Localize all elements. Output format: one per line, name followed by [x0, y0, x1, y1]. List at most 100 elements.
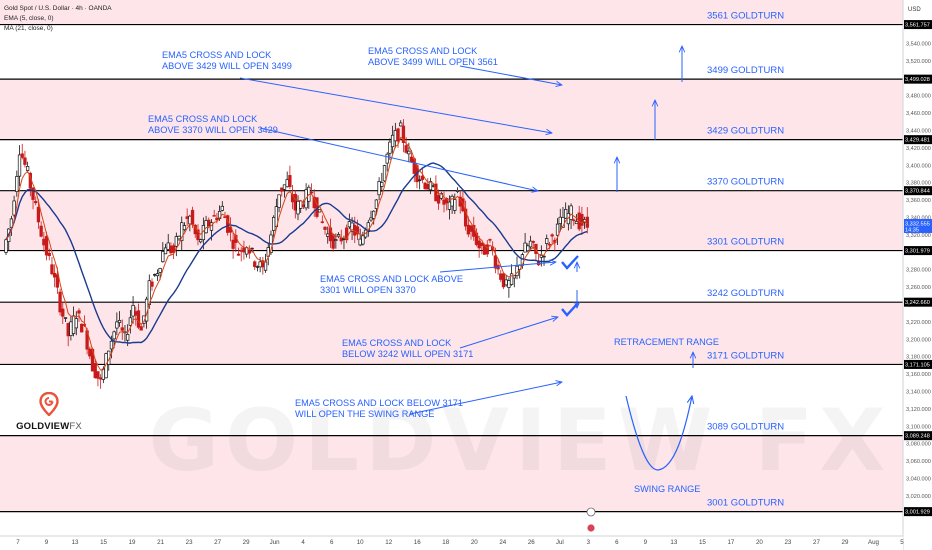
candle-body	[247, 250, 251, 254]
candle-body	[555, 223, 560, 236]
candle-body	[263, 261, 268, 271]
candle-body	[226, 215, 230, 233]
candle-body	[423, 182, 427, 189]
candle-body	[320, 221, 324, 223]
candle-body	[166, 242, 170, 250]
candle-body	[569, 205, 573, 220]
current-price-value: 3,332.555	[905, 221, 930, 227]
level-price-tag: 3,001.929	[905, 510, 930, 516]
candle-body	[323, 226, 327, 230]
level-price-tag-bg	[904, 246, 932, 256]
time-tick-label: 27	[214, 539, 221, 546]
time-tick-label: 9	[644, 539, 648, 546]
candle-body	[572, 219, 576, 222]
candle-body	[463, 208, 468, 227]
logo-text-suffix: FX	[69, 421, 82, 432]
price-tick-label: 3,460.000	[906, 111, 931, 117]
candle-body	[220, 205, 224, 211]
candle-body	[480, 242, 484, 246]
price-tick-label: 3,440.000	[906, 129, 931, 135]
annotation-text: WILL OPEN THE SWING RANGE	[295, 409, 434, 419]
level-price-tag: 3,089.248	[905, 434, 930, 440]
candle-body	[499, 273, 503, 280]
candle-body	[420, 175, 425, 180]
symbol-line[interactable]: Gold Spot / U.S. Dollar · 4h · OANDA	[4, 5, 112, 12]
level-name-0: 3561 GOLDTURN	[707, 11, 784, 22]
ma21-line	[5, 162, 588, 344]
annotation-arrow	[439, 262, 556, 273]
candle-body	[361, 235, 365, 245]
candle-body	[120, 327, 124, 331]
candle-body	[390, 134, 395, 148]
candle-body	[236, 253, 241, 256]
candle-body	[255, 266, 260, 268]
level-price-tag: 3,429.481	[905, 138, 930, 144]
level-price-tag-bg	[904, 297, 932, 307]
price-tick-label: 3,420.000	[906, 146, 931, 152]
candle-body	[199, 239, 203, 243]
level-price-tag-bg	[904, 359, 932, 369]
candle-body	[39, 225, 43, 237]
annotation-arrow	[459, 65, 562, 85]
candle-body	[58, 291, 62, 313]
annotation-text: EMA5 CROSS AND LOCK	[162, 50, 272, 60]
location-pin-icon	[39, 391, 59, 417]
level-price-tag: 3,499.028	[905, 77, 930, 83]
candle-body	[272, 217, 276, 231]
time-tick-label: 13	[72, 539, 79, 546]
candle-body	[466, 224, 470, 235]
candle-body	[345, 227, 349, 241]
time-axis: 7 9 13 15 19 21 23 27 29 Jun 4 6 10 12 16 18 20 24 26 Jul 3 6…	[0, 535, 904, 550]
level-name-1: 3499 GOLDTURN	[707, 65, 784, 76]
price-tick-label: 3,100.000	[906, 424, 931, 430]
time-tick-label: 27	[813, 539, 820, 546]
time-tick-label: 20	[471, 539, 478, 546]
time-tick-label: 12	[385, 539, 392, 546]
candle-body	[434, 183, 438, 202]
price-tick-label: 3,060.000	[906, 459, 931, 465]
candle-body	[180, 222, 184, 241]
annotation-text: EMA5 CROSS AND LOCK	[342, 338, 452, 348]
candle-body	[131, 305, 135, 317]
candle-body	[507, 280, 511, 288]
time-tick-label: Jun	[270, 539, 281, 546]
candle-body	[112, 331, 116, 340]
level-price-tag: 3,301.979	[905, 249, 930, 255]
candle-body	[212, 215, 216, 217]
annotation-6: RETRACEMENT RANGE	[614, 337, 719, 347]
level-price-tag-bg	[904, 431, 932, 441]
candle-body	[547, 243, 552, 246]
candle-body	[342, 238, 346, 240]
ema-indicator-label[interactable]: EMA (5, close, 0)	[4, 15, 54, 22]
time-tick-label: Jul	[556, 539, 564, 546]
time-axis-bg	[0, 536, 903, 550]
time-tick-label: Aug	[868, 539, 880, 546]
candle-body	[282, 184, 287, 190]
candle-body	[393, 130, 397, 142]
annotation-arrow	[459, 317, 558, 349]
annotation-text: ABOVE 3499 WILL OPEN 3561	[368, 57, 498, 67]
candle-body	[98, 377, 103, 380]
shaded-band-0	[0, 0, 903, 25]
annotation-arrow	[239, 77, 552, 133]
candle-body	[163, 247, 168, 255]
price-tick-label: 3,140.000	[906, 390, 931, 396]
level-name-5: 3242 GOLDTURN	[707, 288, 784, 299]
level-price-tag-bg	[904, 507, 932, 517]
time-tick-label: 10	[357, 539, 364, 546]
candle-body	[128, 317, 133, 326]
candle-body	[550, 234, 554, 237]
time-tick-label: 19	[129, 539, 136, 546]
candle-body	[174, 236, 178, 247]
candle-body	[77, 310, 81, 314]
candle-body	[442, 199, 446, 205]
price-tick-label: 3,400.000	[906, 163, 931, 169]
time-tick-label: 13	[670, 539, 677, 546]
candle-body	[488, 239, 492, 241]
watermark-text: GOLDVIEW FX	[148, 391, 891, 491]
candle-body	[385, 153, 389, 164]
ma-indicator-label[interactable]: MA (21, close, 0)	[4, 25, 53, 32]
